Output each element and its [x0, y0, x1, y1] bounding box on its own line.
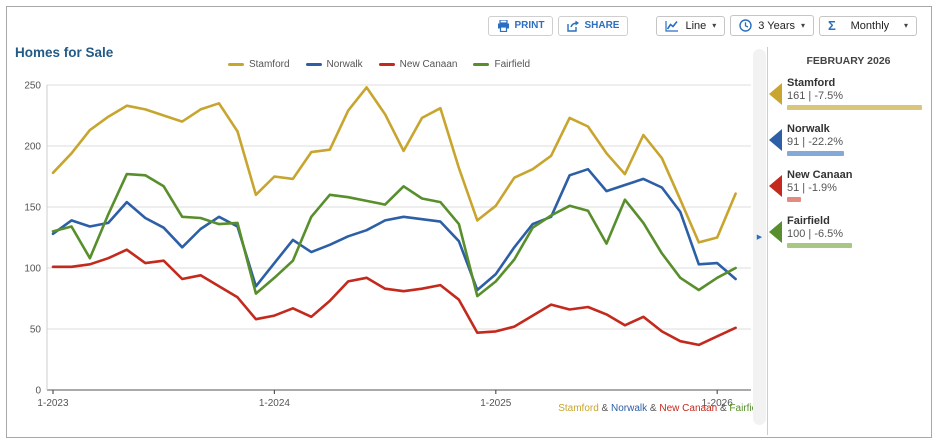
panel-item-value: 91 | -22.2%: [787, 136, 844, 148]
chart-type-value: Line: [685, 19, 707, 32]
panel-item-bar: [787, 197, 801, 202]
legend-item-stamford[interactable]: Stamford: [227, 59, 290, 70]
footer-separator: &: [598, 403, 612, 414]
x-axis-tick-label: 1-2024: [259, 398, 291, 409]
panel-item-new-canaan[interactable]: New Canaan 51 | -1.9%: [769, 169, 925, 202]
frequency-dropdown[interactable]: Σ Monthly ▾: [819, 15, 917, 36]
series-line-norwalk[interactable]: [51, 167, 737, 292]
panel-item-stamford[interactable]: Stamford 161 | -7.5%: [769, 77, 925, 110]
legend-label: New Canaan: [399, 59, 458, 70]
norwalk-swatch: [305, 63, 322, 66]
chevron-down-icon: ▾: [712, 21, 717, 30]
y-axis-tick-label: 0: [35, 386, 41, 397]
y-axis-tick-label: 150: [24, 203, 41, 214]
frequency-value: Monthly: [850, 19, 890, 32]
panel-item-bar: [787, 151, 844, 156]
left-arrow-icon: [769, 220, 782, 243]
chevron-down-icon: ▾: [800, 21, 805, 30]
series-line-new-canaan[interactable]: [51, 248, 737, 347]
line-chart-icon: [665, 20, 679, 32]
left-arrow-icon: [769, 128, 782, 151]
toolbar: PRINT SHARE Line ▾ 3 Years ▾: [488, 15, 917, 36]
panel-item-norwalk[interactable]: Norwalk 91 | -22.2%: [769, 123, 925, 156]
panel-item-name: New Canaan: [787, 169, 853, 181]
y-axis-tick-label: 200: [24, 142, 41, 153]
panel-month-header: FEBRUARY 2026: [806, 55, 891, 67]
homes-for-sale-widget: PRINT SHARE Line ▾ 3 Years ▾: [6, 6, 932, 438]
legend-label: Norwalk: [326, 59, 363, 70]
panel-item-bar: [787, 243, 852, 248]
panel-item-bar: [787, 105, 923, 110]
stamford-swatch: [227, 63, 244, 66]
range-dropdown[interactable]: 3 Years ▾: [730, 15, 814, 36]
share-icon: [567, 20, 580, 32]
sidebar-collapse-handle[interactable]: ▶: [753, 49, 766, 425]
print-button[interactable]: PRINT: [488, 15, 554, 36]
page-title: Homes for Sale: [15, 45, 114, 60]
panel-item-value: 161 | -7.5%: [787, 90, 844, 102]
legend-item-norwalk[interactable]: Norwalk: [305, 59, 363, 70]
panel-item-name: Fairfield: [787, 215, 830, 227]
footer-fairfield: Fairfield: [729, 403, 765, 414]
share-label: SHARE: [584, 20, 620, 31]
expand-right-icon: ▶: [756, 233, 763, 241]
fairfield-swatch: [473, 63, 490, 66]
left-arrow-icon: [769, 82, 782, 105]
panel-item-value: 100 | -6.5%: [787, 228, 844, 240]
legend-item-fairfield[interactable]: Fairfield: [473, 59, 530, 70]
print-label: PRINT: [514, 20, 545, 31]
panel-item-value: 51 | -1.9%: [787, 182, 837, 194]
footer-separator: &: [647, 403, 660, 414]
range-value: 3 Years: [758, 19, 795, 32]
footer-separator: &: [717, 403, 730, 414]
left-arrow-icon: [769, 174, 782, 197]
chart-type-dropdown[interactable]: Line ▾: [656, 15, 726, 36]
series-line-stamford[interactable]: [51, 86, 737, 244]
y-axis-tick-label: 50: [30, 325, 42, 336]
footer-norwalk: Norwalk: [611, 403, 648, 414]
share-button[interactable]: SHARE: [558, 15, 629, 36]
legend-item-new-canaan[interactable]: New Canaan: [378, 59, 458, 70]
sigma-icon: Σ: [828, 17, 836, 33]
series-line-fairfield[interactable]: [51, 172, 737, 298]
footer-new-canaan: New Canaan: [659, 403, 718, 414]
panel-item-name: Norwalk: [787, 123, 830, 135]
legend-label: Fairfield: [494, 59, 531, 70]
printer-icon: [498, 19, 510, 32]
y-axis-tick-label: 100: [24, 264, 41, 275]
chevron-down-icon: ▾: [903, 21, 908, 30]
chart-legend: Stamford Norwalk New Canaan Fairfield: [7, 59, 751, 70]
new-canaan-swatch: [378, 63, 395, 66]
x-axis-tick-label: 1-2025: [480, 398, 512, 409]
y-axis-tick-label: 250: [24, 81, 41, 92]
legend-label: Stamford: [248, 59, 290, 70]
chart-canvas[interactable]: 0 50 100 150 200 250 1-2023 1-2024 1-2025 1-2026: [7, 7, 753, 427]
panel-item-fairfield[interactable]: Fairfield 100 | -6.5%: [769, 215, 925, 248]
x-axis-tick-label: 1-2023: [37, 398, 69, 409]
x-axis-tick-label: 1-2026: [702, 398, 734, 409]
clock-icon: [739, 19, 752, 32]
chart-footer-caption: Stamford & Norwalk & New Canaan & Fairfi…: [7, 403, 765, 414]
panel-item-name: Stamford: [787, 77, 836, 89]
footer-stamford: Stamford: [558, 403, 599, 414]
current-month-panel: FEBRUARY 2026 Stamford 161 | -7.5% Norwa…: [767, 47, 929, 435]
